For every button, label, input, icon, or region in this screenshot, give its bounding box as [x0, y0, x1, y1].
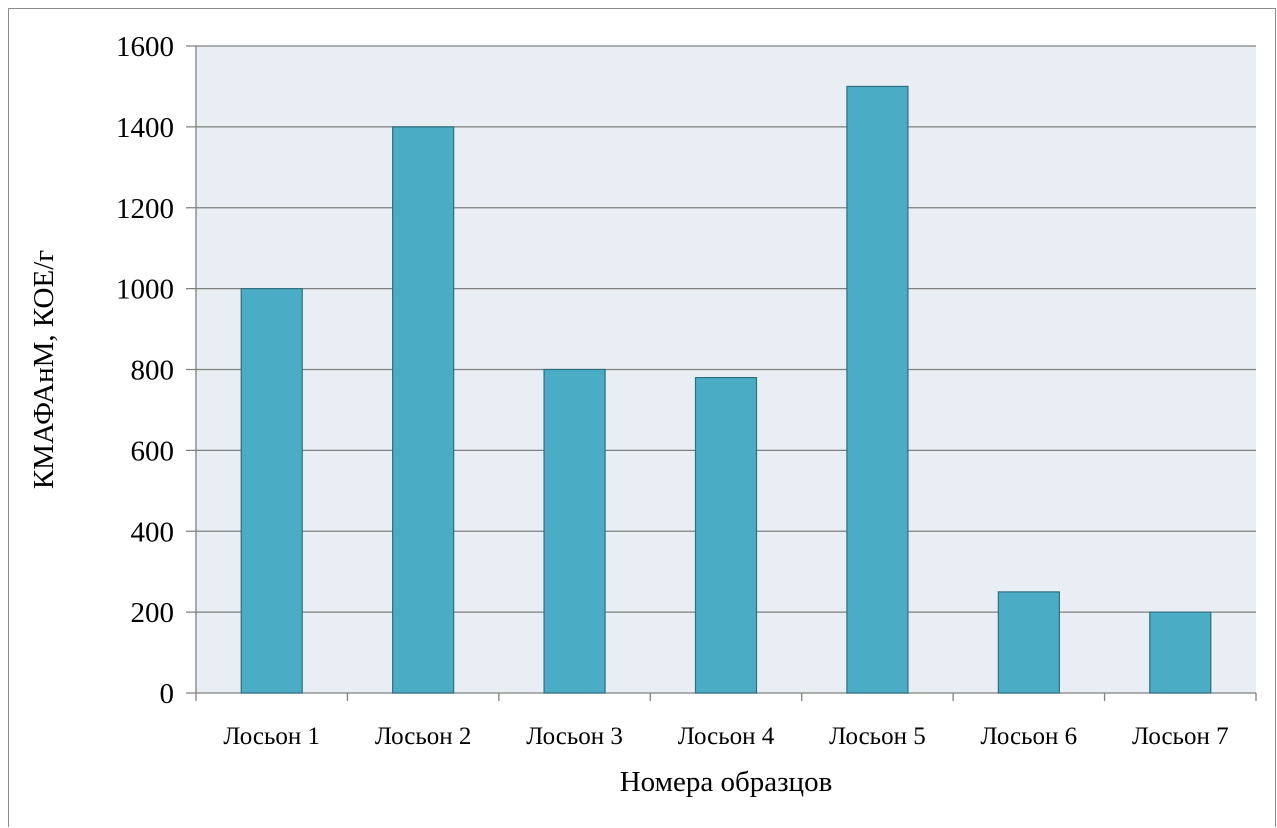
y-tick-label: 200: [131, 597, 175, 629]
x-tick-label: Лосьон 2: [375, 723, 472, 750]
bar: [392, 126, 455, 694]
bar: [997, 591, 1060, 694]
y-tick-label: 800: [131, 355, 175, 387]
y-axis-title: КМАФАнМ, КОЕ/г: [28, 250, 60, 489]
x-tick-label: Лосьон 7: [1132, 723, 1229, 750]
x-tick-label: Лосьон 4: [678, 723, 775, 750]
x-tick-label: Лосьон 3: [526, 723, 623, 750]
y-tick-label: 0: [160, 678, 175, 710]
y-tick-label: 1600: [116, 31, 174, 63]
x-axis-title: Номера образцов: [620, 766, 833, 798]
y-tick-label: 1400: [116, 112, 174, 144]
bar: [1149, 611, 1212, 694]
x-tick-label: Лосьон 1: [223, 723, 320, 750]
gridlines: [186, 45, 1257, 701]
x-tick-label: Лосьон 5: [829, 723, 926, 750]
y-tick-label: 1000: [116, 274, 174, 306]
y-tick-label: 1200: [116, 193, 174, 225]
bars: [240, 85, 1212, 694]
y-tick-label: 400: [131, 516, 175, 548]
bar: [694, 376, 758, 694]
x-tick-label: Лосьон 6: [981, 723, 1078, 750]
bar: [846, 85, 909, 694]
bar: [240, 288, 303, 694]
y-tick-label: 600: [131, 435, 175, 467]
bar: [543, 368, 606, 694]
y-tick-labels: 0 200 400 600 800 1000 1200 1400 1600: [116, 31, 174, 710]
x-tick-labels: Лосьон 1 Лосьон 2 Лосьон 3 Лосьон 4 Лосьон 5…: [223, 723, 1228, 750]
